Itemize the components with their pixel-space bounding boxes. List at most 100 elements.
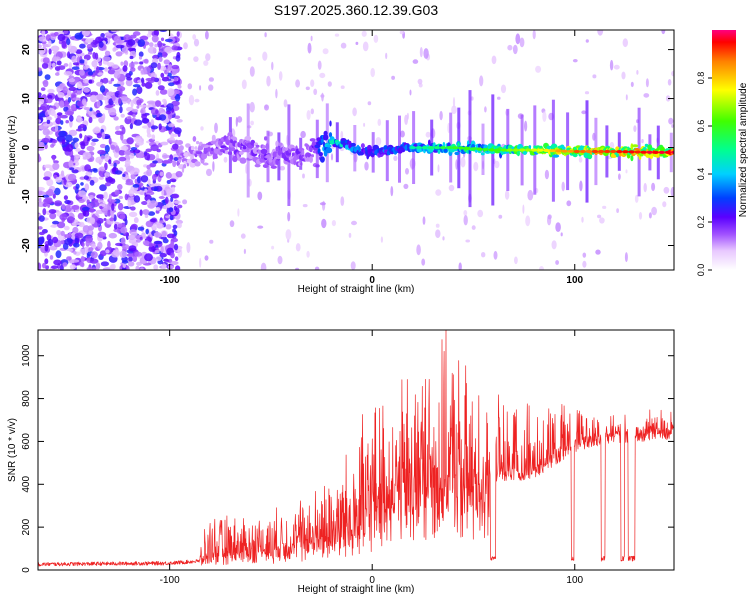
- spectrogram-cell: [114, 145, 120, 153]
- spectrogram-cell: [38, 44, 42, 49]
- snr-ytick-label: 600: [21, 433, 32, 450]
- spectrogram-cell: [119, 88, 123, 96]
- spectrogram-cell: [177, 247, 183, 258]
- spectrogram-cell: [110, 78, 115, 82]
- spectrogram-cell: [515, 33, 521, 45]
- spectrogram-cell: [71, 169, 79, 174]
- spectrogram-cell: [330, 153, 334, 161]
- spectrogram-cell: [86, 43, 93, 50]
- spectrogram-cell: [370, 67, 376, 78]
- spectrogram-cell: [262, 51, 268, 61]
- spectrogram-cell: [87, 71, 94, 76]
- spectrogram-cell: [172, 224, 178, 229]
- snr-xtick-label: -100: [160, 575, 180, 586]
- spectrogram-cell: [104, 67, 108, 72]
- spectrogram-cell: [58, 65, 66, 70]
- spectrogram-xtick-label: 0: [369, 275, 375, 286]
- spectrogram-cell: [417, 78, 423, 85]
- spectrogram-cell: [173, 157, 179, 161]
- spectrogram-cell: [117, 97, 122, 105]
- spectrogram-cell: [128, 211, 138, 218]
- spectrogram-cell: [110, 30, 120, 33]
- spectrogram-cell: [399, 30, 404, 35]
- spectrogram-cell: [52, 162, 60, 170]
- spectrogram-cell: [223, 156, 228, 163]
- spectrogram-cell: [68, 75, 75, 79]
- spectrogram-cell: [141, 77, 145, 84]
- spectrogram-cell: [266, 75, 271, 87]
- spectrogram-cell: [206, 168, 212, 177]
- spectrogram-cell: [159, 89, 168, 95]
- spectrogram-cell: [96, 112, 103, 118]
- spectrogram-cell: [104, 162, 108, 171]
- spectrogram-cell: [117, 202, 124, 211]
- spectrogram-cell: [93, 169, 98, 173]
- spectrogram-cell: [645, 78, 649, 88]
- spectrogram-cell: [132, 31, 141, 36]
- spectrogram-cell: [170, 252, 175, 259]
- spectrogram-cell: [88, 116, 93, 124]
- spectrogram-cell: [200, 126, 204, 131]
- spectrogram-cell: [108, 159, 112, 165]
- spectrogram-cell: [479, 75, 484, 87]
- spectrogram-cell: [334, 33, 340, 37]
- spectrogram-cell: [102, 77, 109, 84]
- spectrogram-cell: [97, 241, 103, 250]
- spectrogram-cell: [160, 246, 164, 253]
- spectrogram-cell: [173, 76, 178, 82]
- spectrogram-cell: [91, 267, 97, 270]
- spectrogram-cell: [107, 240, 111, 249]
- spectrogram-cell: [321, 137, 324, 144]
- spectrogram-cell: [455, 159, 458, 170]
- spectrogram-cell: [107, 69, 116, 75]
- spectrogram-cell: [113, 223, 118, 230]
- spectrogram-cell: [165, 172, 172, 179]
- spectrogram-cell: [142, 240, 150, 246]
- spectrogram-cell: [300, 130, 306, 139]
- spectrogram-cell: [164, 46, 173, 54]
- spectrogram-cell: [157, 85, 165, 91]
- spectrogram-cell: [88, 79, 93, 84]
- spectrogram-cell: [86, 267, 92, 270]
- spectrogram-cell: [155, 109, 159, 115]
- spectrogram-cell: [161, 76, 169, 82]
- spectrogram-cell: [115, 125, 121, 130]
- spectrogram-ridge-cell: [531, 148, 538, 152]
- spectrogram-cell: [249, 101, 255, 113]
- spectrogram-ridge-cell: [658, 150, 665, 154]
- spectrogram-ridge-cell: [646, 150, 653, 154]
- spectrogram-cell: [79, 248, 89, 255]
- spectrogram-cell: [65, 134, 73, 143]
- spectrogram-cell: [79, 59, 85, 64]
- spectrogram-cell: [96, 66, 100, 74]
- spectrogram-cell: [305, 86, 310, 91]
- spectrogram-cell: [52, 236, 59, 244]
- spectrogram-cell: [75, 128, 84, 132]
- spectrogram-cell: [119, 214, 126, 220]
- spectrogram-cell: [566, 200, 572, 207]
- spectrogram-cell: [130, 173, 136, 180]
- spectrogram-ridge-cell: [458, 146, 465, 150]
- spectrogram-cell: [153, 231, 162, 238]
- spectrogram-cell: [144, 188, 148, 193]
- spectrogram-cell: [176, 140, 184, 145]
- spectrogram-cell: [141, 201, 148, 205]
- spectrogram-cell: [47, 94, 53, 100]
- spectrogram-cell: [67, 97, 72, 103]
- spectrogram-cell: [155, 207, 161, 211]
- spectrogram-cell: [350, 142, 356, 147]
- spectrogram-cell: [136, 176, 141, 184]
- spectrogram-cell: [597, 214, 602, 219]
- spectrogram-cell: [250, 120, 255, 126]
- spectrogram-cell: [147, 211, 156, 216]
- spectrogram-cell: [542, 111, 547, 122]
- spectrogram-cell: [129, 34, 137, 39]
- spectrogram-cell: [300, 162, 303, 166]
- spectrogram-cell: [630, 155, 634, 162]
- spectrogram-ridge-cell: [518, 148, 526, 152]
- spectrogram-cell: [237, 208, 240, 217]
- spectrogram-cell: [399, 130, 405, 138]
- spectrogram-cell: [167, 140, 176, 144]
- spectrogram-cell: [147, 121, 152, 128]
- spectrogram-xlabel: Height of straight line (km): [298, 284, 415, 295]
